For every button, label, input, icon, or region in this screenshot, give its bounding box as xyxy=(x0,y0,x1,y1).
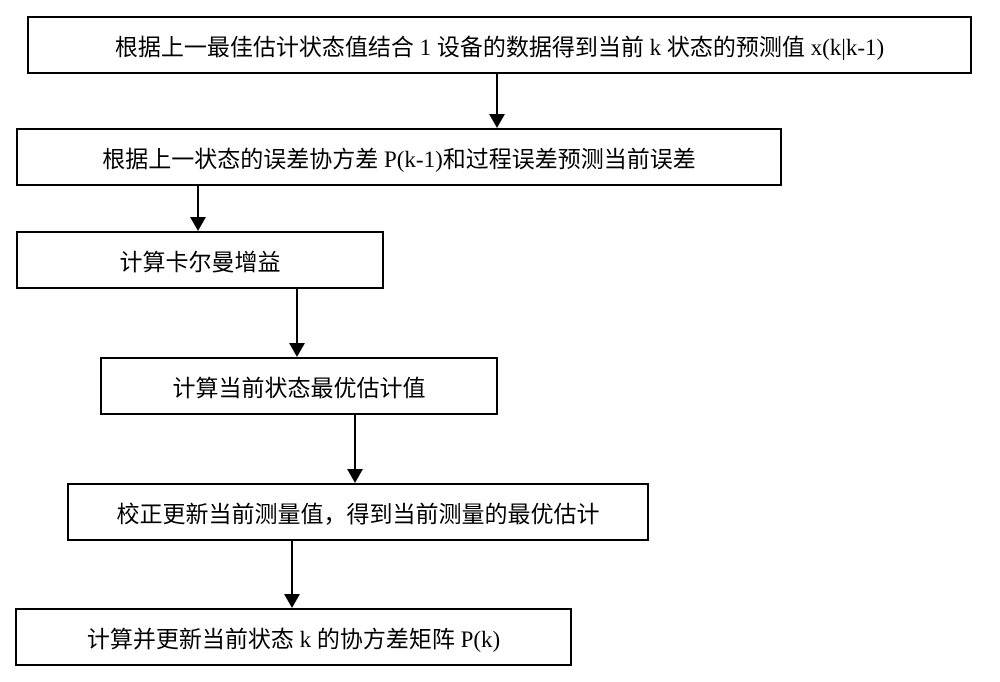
flow-node-label: 根据上一最佳估计状态值结合 1 设备的数据得到当前 k 状态的预测值 x(k|k… xyxy=(115,28,884,62)
flow-arrow-step1-to-step2 xyxy=(487,74,507,128)
flow-node-step6: 计算并更新当前状态 k 的协方差矩阵 P(k) xyxy=(15,608,572,666)
flow-node-step5: 校正更新当前测量值，得到当前测量的最优估计 xyxy=(67,483,649,541)
flow-node-label: 计算卡尔曼增益 xyxy=(120,243,281,277)
flow-node-step2: 根据上一状态的误差协方差 P(k-1)和过程误差预测当前误差 xyxy=(16,128,782,186)
flow-arrow-step3-to-step4 xyxy=(287,289,307,357)
flow-node-label: 根据上一状态的误差协方差 P(k-1)和过程误差预测当前误差 xyxy=(102,140,696,174)
flow-node-label: 计算并更新当前状态 k 的协方差矩阵 P(k) xyxy=(87,620,500,654)
flow-node-step4: 计算当前状态最优估计值 xyxy=(100,357,498,415)
flow-node-label: 计算当前状态最优估计值 xyxy=(173,369,426,403)
flow-node-step3: 计算卡尔曼增益 xyxy=(16,231,384,289)
flow-arrow-step4-to-step5 xyxy=(345,415,365,483)
flow-node-label: 校正更新当前测量值，得到当前测量的最优估计 xyxy=(117,495,600,529)
flow-arrow-step5-to-step6 xyxy=(282,541,302,608)
flow-node-step1: 根据上一最佳估计状态值结合 1 设备的数据得到当前 k 状态的预测值 x(k|k… xyxy=(27,16,972,74)
flowchart-container: 根据上一最佳估计状态值结合 1 设备的数据得到当前 k 状态的预测值 x(k|k… xyxy=(0,0,1000,682)
flow-arrow-step2-to-step3 xyxy=(188,186,208,231)
